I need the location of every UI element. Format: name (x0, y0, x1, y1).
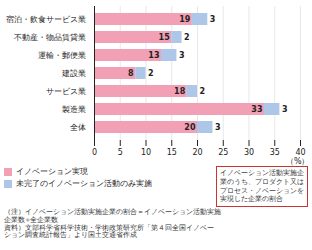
svg-text:3: 3 (282, 105, 288, 114)
svg-text:15: 15 (159, 33, 171, 42)
svg-text:5: 5 (118, 148, 123, 157)
svg-text:8: 8 (128, 69, 134, 78)
svg-text:2: 2 (200, 87, 206, 96)
svg-text:20: 20 (184, 123, 196, 132)
svg-text:3: 3 (179, 51, 185, 60)
svg-text:18: 18 (174, 87, 186, 96)
svg-text:2: 2 (184, 33, 190, 42)
svg-text:13: 13 (148, 51, 159, 60)
svg-text:20: 20 (192, 148, 202, 157)
svg-text:10: 10 (141, 148, 151, 157)
svg-text:（%）: （%） (286, 157, 310, 166)
svg-text:建設業: 建設業 (61, 69, 86, 78)
svg-text:40: 40 (295, 148, 306, 158)
svg-text:2: 2 (148, 69, 154, 78)
svg-text:サービス業: サービス業 (46, 87, 86, 96)
html-text:イノベーション活動実施企 業のうち、プロダクト又は プロセス: イノベーション活動実施企 業のうち、プロダクト又は プロセス・ノベーションを 実… (220, 169, 304, 204)
svg-text:宿泊・飲食サービス業: 宿泊・飲食サービス業 (6, 15, 86, 24)
html-text:未完了のイノベーション活動のみ実施: 未完了のイノベーション活動のみ実施 (16, 179, 152, 188)
svg-text:運輸・郵便業: 運輸・郵便業 (38, 51, 86, 60)
svg-text:35: 35 (270, 148, 280, 157)
html-text:イノベーション実現: イノベーション実現 (16, 167, 88, 176)
svg-text:15: 15 (167, 148, 177, 157)
svg-text:25: 25 (218, 148, 228, 157)
svg-text:全体: 全体 (70, 123, 86, 132)
svg-text:3: 3 (215, 123, 221, 132)
svg-text:製造業: 製造業 (62, 105, 86, 114)
svg-text:0: 0 (92, 148, 97, 157)
svg-text:3: 3 (210, 15, 216, 24)
html-text:（注）イノベーション活動実施企業の割合＝イノベーション活動実: （注）イノベーション活動実施企業の割合＝イノベーション活動実施 企業数÷全企業数… (4, 208, 221, 240)
svg-text:不動産・物品賃貸業: 不動産・物品賃貸業 (14, 33, 86, 42)
svg-text:19: 19 (179, 15, 191, 24)
svg-text:30: 30 (244, 148, 254, 157)
svg-text:33: 33 (251, 105, 262, 114)
